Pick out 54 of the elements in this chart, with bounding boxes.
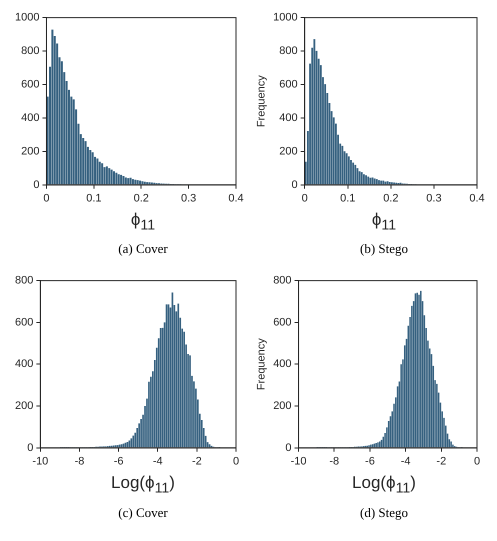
y-tick-label: 800 bbox=[273, 275, 292, 288]
y-axis-title: Frequency bbox=[256, 74, 268, 128]
x-tick-label: -10 bbox=[290, 456, 307, 468]
y-tick-label: 600 bbox=[21, 78, 40, 91]
x-tick-label: 0.4 bbox=[469, 192, 485, 204]
y-tick-label: 200 bbox=[273, 400, 292, 412]
x-tick-label: -4 bbox=[400, 456, 411, 468]
x-tick-label: 0.2 bbox=[134, 192, 149, 204]
x-tick-label: 0 bbox=[302, 192, 308, 204]
x-axis-title: ϕ$_{11}$ bbox=[370, 209, 396, 236]
x-axis-title: ϕ$_{11}$ bbox=[130, 209, 156, 236]
y-tick-label: 400 bbox=[273, 358, 292, 371]
x-tick-label: -10 bbox=[32, 456, 48, 468]
y-tick-label: 200 bbox=[279, 145, 298, 158]
text: (b) Stego bbox=[358, 241, 408, 258]
y-tick-label: 600 bbox=[273, 316, 292, 329]
y-tick-label: 400 bbox=[279, 112, 298, 124]
y-tick-label: 0 bbox=[27, 442, 34, 454]
y-tick-label: 0 bbox=[292, 178, 298, 191]
y-tick-label: 0 bbox=[33, 178, 40, 191]
y-tick-label: 800 bbox=[279, 45, 298, 58]
text: (d) Stego bbox=[358, 504, 408, 521]
y-tick-label: 600 bbox=[14, 316, 34, 329]
x-tick-label: -8 bbox=[74, 456, 84, 468]
y-tick-label: 200 bbox=[14, 400, 34, 412]
x-tick-label: 0.2 bbox=[383, 192, 398, 204]
x-tick-label: 0.3 bbox=[180, 192, 196, 204]
text: (a) Cover bbox=[117, 241, 168, 258]
x-tick-label: -8 bbox=[329, 456, 340, 468]
y-tick-label: 400 bbox=[14, 358, 34, 371]
x-tick-label: 0 bbox=[474, 456, 480, 468]
y-tick-label: 600 bbox=[279, 78, 298, 91]
x-tick-label: 0.4 bbox=[228, 192, 244, 204]
x-tick-label: -2 bbox=[436, 456, 446, 468]
y-tick-label: 1000 bbox=[273, 12, 298, 24]
x-tick-label: 0.1 bbox=[340, 192, 356, 204]
x-axis-title: Log(ϕ$_{11}$) bbox=[351, 472, 416, 499]
x-tick-label: -4 bbox=[152, 456, 163, 468]
y-tick-label: 0 bbox=[285, 442, 292, 454]
x-tick-label: -2 bbox=[192, 456, 202, 468]
y-tick-label: 800 bbox=[14, 275, 34, 288]
y-axis-title: Frequency bbox=[256, 338, 268, 391]
x-tick-label: 0.3 bbox=[426, 192, 442, 204]
y-tick-label: 200 bbox=[21, 145, 40, 158]
x-tick-label: 0 bbox=[232, 456, 240, 468]
x-tick-label: 0 bbox=[43, 192, 50, 204]
y-tick-label: 1000 bbox=[14, 12, 40, 24]
y-tick-label: 800 bbox=[21, 45, 40, 58]
text: (c) Cover bbox=[117, 504, 168, 521]
x-tick-label: 0.1 bbox=[86, 192, 102, 204]
x-axis-title: Log(ϕ$_{11}$) bbox=[110, 472, 175, 499]
x-tick-label: -6 bbox=[365, 456, 375, 468]
x-tick-label: -6 bbox=[114, 456, 124, 468]
y-tick-label: 400 bbox=[21, 112, 40, 124]
